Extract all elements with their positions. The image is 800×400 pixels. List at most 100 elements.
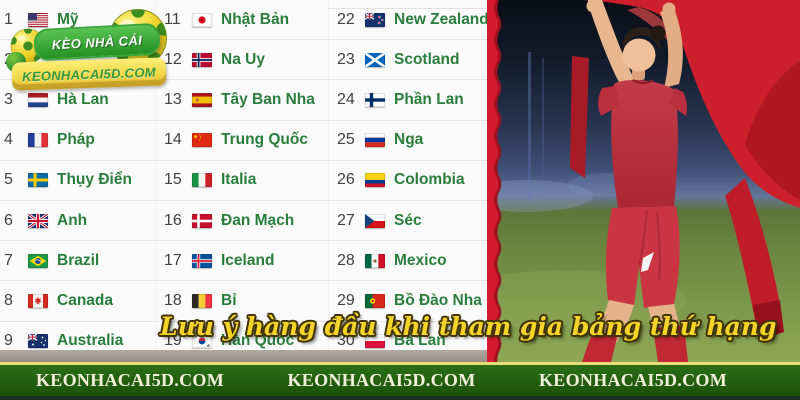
torn-edge	[487, 0, 502, 368]
footer-domain: KEONHACAI5D.COM	[36, 370, 224, 390]
ranking-row: 4 Pháp	[0, 120, 155, 161]
country-name: Italia	[221, 171, 257, 189]
rank-number: 26	[337, 171, 355, 189]
ranking-row: 13 Tây Ban Nha	[156, 80, 329, 121]
player-photo	[447, 0, 800, 368]
flag-is-icon	[192, 253, 212, 268]
country-name: Iceland	[221, 251, 275, 269]
country-name: Anh	[57, 211, 88, 229]
ranking-row: 29 Bồ Đào Nha	[329, 281, 488, 322]
country-name: Scotland	[394, 50, 460, 68]
rank-number: 24	[337, 90, 355, 108]
country-name: Bồ Đào Nha	[394, 291, 482, 309]
rank-number: 9	[4, 332, 13, 350]
logo-banner: KÈO NHÀ CÁI	[33, 22, 161, 62]
ranking-row: 16 Đan Mạch	[156, 200, 329, 242]
ranking-row: 7 Brazil	[0, 241, 155, 282]
rank-number: 1	[4, 10, 13, 28]
rank-number: 12	[164, 50, 182, 68]
country-name: Đan Mạch	[221, 211, 295, 229]
flag-jp-icon	[192, 12, 212, 27]
ranking-table: 1 Mỹ 23 Hà Lan 4 Pháp 5 Thụy Điển 6 Anh 7 Brazil 8 Ca…	[0, 0, 489, 362]
rank-number: 4	[4, 131, 13, 149]
flag-br-icon	[28, 253, 48, 268]
ranking-column-2: 11 Nhật Bản 12 Na Uy 13 Tây Ban Nha 14 Trung Qu…	[155, 0, 329, 362]
rank-number: 22	[337, 10, 355, 28]
rank-number: 13	[164, 90, 182, 108]
footer-accent-line	[0, 362, 800, 365]
flag-nl-icon	[28, 92, 48, 107]
ranking-row: 26 Colombia	[329, 160, 488, 201]
ranking-row: 12 Na Uy	[156, 40, 329, 81]
flag-fi-icon	[365, 92, 385, 107]
rank-number: 28	[337, 251, 355, 269]
rank-number: 30	[337, 332, 355, 350]
flag-be-icon	[192, 293, 212, 308]
red-flag	[570, 0, 800, 340]
country-name: Mỹ	[57, 10, 79, 28]
player	[582, 0, 688, 362]
rank-number: 27	[337, 211, 355, 229]
country-name: New Zealand	[394, 10, 489, 28]
ranking-row: 27 Séc	[329, 200, 488, 242]
rank-number: 29	[337, 291, 355, 309]
rank-number: 11	[164, 10, 181, 28]
caption-text: Lưu ý hàng đầu khi tham gia bảng thứ hạn…	[160, 312, 777, 341]
country-name: Pháp	[57, 131, 95, 149]
logo-subtitle: KEONHACAI5D.COM	[21, 64, 157, 84]
flag-us-icon	[28, 12, 48, 27]
flag-fr-icon	[28, 133, 48, 148]
country-name: Colombia	[394, 171, 465, 189]
flag-ca-icon	[28, 293, 48, 308]
ranking-row: 28 Mexico	[329, 241, 488, 282]
ranking-row: 17 Iceland	[156, 241, 329, 282]
ranking-column-3: 22 New Zealand 23 Scotland 24 Phần Lan 25 Nga 26…	[328, 0, 489, 362]
rank-number: 19	[164, 332, 182, 350]
ranking-row: 11 Nhật Bản	[156, 0, 329, 41]
flag-pt-icon	[365, 293, 385, 308]
rank-number: 7	[4, 251, 13, 269]
keonhacai-logo: KÈO NHÀ CÁI KEONHACAI5D.COM	[6, 4, 180, 98]
ranking-row: 18 Bỉ	[156, 281, 329, 322]
flag-mx-icon	[365, 253, 385, 268]
flag-au-icon	[28, 334, 48, 349]
flag-cz-icon	[365, 213, 385, 228]
flag-dk-icon	[192, 213, 212, 228]
country-name: Nhật Bản	[221, 10, 290, 28]
country-name: Hà Lan	[57, 90, 109, 108]
country-name: Thụy Điển	[57, 171, 132, 189]
country-name: Na Uy	[221, 50, 265, 68]
ranking-row: 14 Trung Quốc	[156, 120, 329, 161]
country-name: Trung Quốc	[221, 131, 308, 149]
flag-ru-icon	[365, 133, 385, 148]
flag-es-icon	[192, 92, 212, 107]
country-name: Phần Lan	[394, 90, 464, 108]
ranking-row: 25 Nga	[329, 120, 488, 161]
country-name: Mexico	[394, 251, 447, 269]
country-name: Hàn Quốc	[221, 332, 295, 350]
ranking-row: 15 Italia	[156, 160, 329, 201]
footer-domain: KEONHACAI5D.COM	[539, 370, 727, 390]
ranking-row: 8 Canada	[0, 281, 155, 322]
flag-no-icon	[192, 52, 212, 67]
flag-cn-icon	[192, 133, 212, 148]
rank-number: 5	[4, 171, 13, 189]
footer-bottom-edge	[0, 396, 800, 400]
rank-number: 14	[164, 131, 182, 149]
row-separator	[328, 8, 487, 9]
rank-number: 23	[337, 50, 355, 68]
flag-scot-icon	[365, 52, 385, 67]
table-bottom-shade	[0, 350, 487, 362]
flag-nz-icon	[365, 12, 385, 27]
ranking-row: 6 Anh	[0, 200, 155, 242]
country-name: Séc	[394, 211, 422, 229]
country-name: Nga	[394, 131, 424, 149]
flag-gb-icon	[28, 213, 48, 228]
rank-number: 8	[4, 291, 13, 309]
logo-title: KÈO NHÀ CÁI	[51, 32, 143, 52]
stadium-photo	[447, 0, 800, 368]
country-name: Bỉ	[221, 291, 237, 309]
rank-number: 3	[4, 90, 13, 108]
rank-number: 25	[337, 131, 355, 149]
rank-number: 15	[164, 171, 182, 189]
